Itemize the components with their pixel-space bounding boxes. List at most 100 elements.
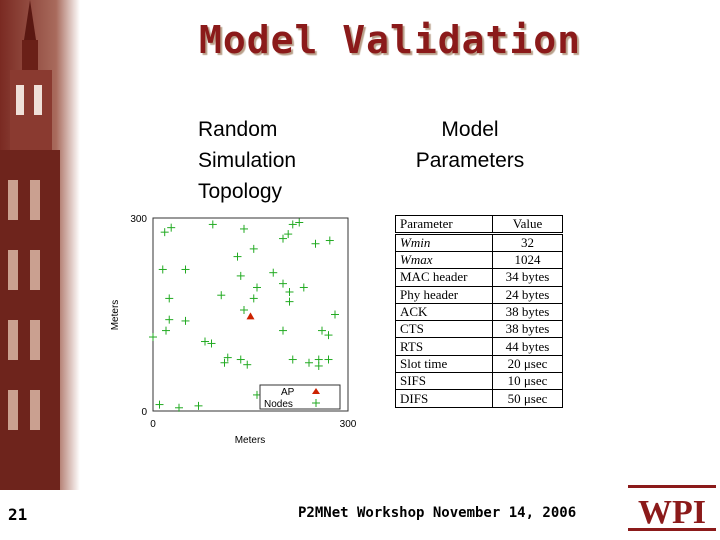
table-row: ACK 38 bytes — [395, 302, 563, 322]
node-marker — [314, 361, 323, 370]
legend-label-ap: AP — [281, 387, 295, 398]
table-row: RTS 44 bytes — [395, 337, 563, 356]
svg-text:WPI: WPI — [638, 494, 706, 531]
x-axis-label: Meters — [235, 435, 266, 446]
ap-markers — [246, 312, 255, 320]
node-marker — [279, 234, 287, 243]
table-row: CTS 38 bytes — [395, 320, 563, 339]
param-cell: RTS — [395, 337, 493, 356]
param-cell: SIFS — [395, 372, 493, 391]
node-marker — [223, 353, 232, 362]
topology-heading: Random Simulation Topology — [198, 114, 296, 207]
page-number: 21 — [8, 505, 28, 524]
node-marker — [162, 326, 170, 335]
node-marker — [279, 279, 287, 288]
legend: AP Nodes — [259, 384, 341, 410]
node-marker — [288, 355, 297, 364]
node-marker — [194, 401, 203, 410]
node-marker — [305, 358, 313, 367]
wpi-logo: WPI — [628, 485, 716, 531]
table-row: MAC header 34 bytes — [395, 268, 563, 287]
node-marker — [285, 297, 294, 306]
parameters-heading: Model Parameters — [405, 114, 535, 176]
footer-text: P2MNet Workshop November 14, 2006 — [298, 505, 577, 521]
param-cell: CTS — [395, 320, 493, 339]
value-cell: 34 bytes — [492, 268, 563, 287]
node-marker — [240, 305, 248, 314]
topology-scatter-plot: 300 0 0 300 Meters Meters AP Nodes — [110, 214, 357, 446]
value-cell: 44 bytes — [492, 337, 563, 356]
topology-heading-line: Simulation — [198, 149, 297, 172]
node-marker — [288, 220, 297, 229]
table-row: DIFS 50 μsec — [395, 389, 563, 408]
legend-label-nodes: Nodes — [264, 399, 293, 410]
param-cell: Slot time — [395, 354, 493, 374]
node-marker — [324, 331, 333, 340]
node-markers — [149, 218, 339, 412]
node-marker — [155, 400, 164, 409]
table-row: Wmax 1024 — [395, 250, 563, 270]
node-marker — [240, 224, 248, 233]
topology-heading-line: Random — [198, 118, 278, 141]
node-marker — [236, 271, 245, 280]
node-marker — [243, 360, 252, 369]
x-tick-label: 0 — [150, 419, 156, 430]
node-marker — [149, 333, 157, 342]
legend-ap-marker — [312, 388, 320, 394]
node-marker — [207, 339, 216, 348]
y-tick-label: 0 — [141, 407, 147, 418]
topology-heading-line: Topology — [198, 180, 283, 203]
legend-box — [259, 384, 341, 410]
node-marker — [318, 326, 326, 335]
y-axis-label: Meters — [110, 300, 121, 331]
node-marker — [167, 223, 176, 232]
table-row: Slot time 20 μsec — [395, 354, 563, 374]
value-cell: 38 bytes — [492, 302, 563, 322]
node-marker — [295, 218, 304, 227]
value-cell: 32 — [492, 233, 563, 252]
node-marker — [249, 294, 258, 303]
ap-marker — [246, 312, 255, 320]
value-cell: 24 bytes — [492, 285, 563, 304]
node-marker — [175, 403, 183, 412]
param-cell: ACK — [395, 302, 493, 322]
param-cell: Wmax — [395, 250, 493, 270]
node-marker — [311, 239, 320, 248]
y-tick-label: 300 — [130, 214, 147, 225]
decorative-building-strip — [0, 0, 80, 540]
node-marker — [299, 283, 308, 292]
value-cell: 38 bytes — [492, 320, 563, 339]
param-cell: Wmin — [395, 233, 493, 252]
node-marker — [325, 236, 334, 245]
node-marker — [249, 244, 258, 253]
column-header: Value — [492, 215, 563, 234]
node-marker — [201, 337, 209, 346]
column-header: Parameter — [395, 215, 493, 234]
node-marker — [269, 268, 278, 277]
parameters-heading-line: Parameters — [415, 149, 525, 172]
value-cell: 10 μsec — [492, 372, 563, 391]
parameter-table: Parameter Value Wmin 32 Wmax 1024 MAC head… — [395, 215, 563, 408]
parameters-heading-line: Model — [441, 118, 499, 141]
node-marker — [236, 355, 245, 364]
node-marker — [181, 265, 190, 274]
node-marker — [331, 310, 339, 319]
legend-node-marker — [312, 399, 320, 407]
node-marker — [279, 326, 287, 335]
node-marker — [324, 355, 333, 364]
node-marker — [233, 252, 242, 261]
value-cell: 20 μsec — [492, 354, 563, 374]
table-row: SIFS 10 μsec — [395, 372, 563, 391]
table-row: Wmin 32 — [395, 233, 563, 252]
table-row: Phy header 24 bytes — [395, 285, 563, 304]
node-marker — [284, 230, 293, 239]
node-marker — [285, 287, 294, 296]
value-cell: 1024 — [492, 250, 563, 270]
node-marker — [165, 294, 174, 303]
param-cell: DIFS — [395, 389, 493, 408]
x-tick-label: 300 — [340, 419, 357, 430]
node-marker — [253, 283, 261, 292]
node-marker — [165, 315, 174, 324]
param-cell: MAC header — [395, 268, 493, 287]
node-marker — [158, 265, 167, 274]
